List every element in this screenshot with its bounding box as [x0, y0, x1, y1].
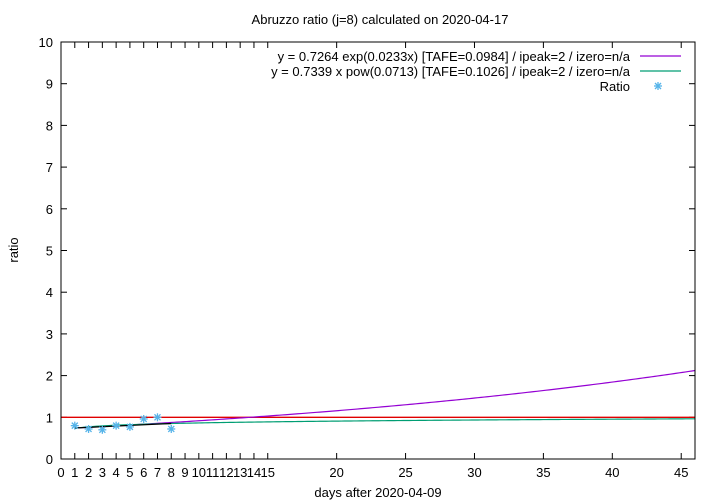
x-tick-label: 10 [192, 465, 206, 480]
x-tick-label: 4 [113, 465, 120, 480]
y-tick-label: 9 [46, 77, 53, 92]
x-tick-label: 12 [219, 465, 233, 480]
x-tick-label: 1 [71, 465, 78, 480]
y-tick-label: 8 [46, 118, 53, 133]
y-tick-label: 6 [46, 202, 53, 217]
y-tick-label: 4 [46, 285, 53, 300]
y-tick-label: 0 [46, 452, 53, 467]
x-tick-label: 5 [126, 465, 133, 480]
x-tick-label: 35 [536, 465, 550, 480]
x-tick-label: 8 [168, 465, 175, 480]
pow-fit-line [74, 418, 696, 429]
x-tick-label: 6 [140, 465, 147, 480]
x-tick-label: 2 [85, 465, 92, 480]
x-tick-label: 3 [99, 465, 106, 480]
ratio-point [112, 421, 121, 430]
ratio-point [153, 413, 162, 422]
x-axis-ticks: 0 1 2 3 4 5 6 7 8 9 10 11 12 13 14 15 20 25 30 35 40 45 [57, 42, 688, 480]
chart-title: Abruzzo ratio (j=8) calculated on 2020-0… [252, 12, 509, 27]
x-tick-label: 7 [154, 465, 161, 480]
legend: y = 0.7264 exp(0.0233x) [TAFE=0.0984] / … [271, 49, 681, 94]
x-tick-label: 45 [674, 465, 688, 480]
legend-ratio-swatch [654, 82, 662, 90]
y-axis-ticks: 0 1 2 3 4 5 6 7 8 9 10 [39, 35, 695, 467]
plot-frame [60, 41, 696, 460]
ratio-point [139, 414, 148, 423]
x-tick-label: 40 [605, 465, 619, 480]
legend-pow-fit-label: y = 0.7339 x pow(0.0713) [TAFE=0.1026] /… [271, 64, 631, 79]
y-tick-label: 1 [46, 410, 53, 425]
ratio-point [125, 422, 134, 431]
y-tick-label: 2 [46, 369, 53, 384]
x-axis-label: days after 2020-04-09 [314, 485, 441, 500]
ratio-point [84, 424, 93, 433]
x-tick-label: 25 [398, 465, 412, 480]
exp-fit-line [74, 369, 696, 429]
ratio-point [70, 421, 79, 430]
x-tick-label: 9 [181, 465, 188, 480]
ratio-point [98, 425, 107, 434]
plot-area [61, 369, 696, 434]
legend-exp-fit-label: y = 0.7264 exp(0.0233x) [TAFE=0.0984] / … [278, 49, 631, 64]
y-axis-label: ratio [6, 237, 21, 262]
y-tick-label: 5 [46, 244, 53, 259]
x-tick-label: 11 [206, 465, 220, 480]
ratio-point [167, 424, 176, 433]
x-tick-label: 0 [57, 465, 64, 480]
x-tick-label: 14 [247, 465, 261, 480]
legend-ratio-label: Ratio [600, 79, 630, 94]
x-tick-label: 20 [329, 465, 343, 480]
y-tick-label: 10 [39, 35, 53, 50]
x-tick-label: 15 [261, 465, 275, 480]
y-tick-label: 7 [46, 160, 53, 175]
x-tick-label: 30 [467, 465, 481, 480]
x-tick-label: 13 [233, 465, 247, 480]
y-tick-label: 3 [46, 327, 53, 342]
